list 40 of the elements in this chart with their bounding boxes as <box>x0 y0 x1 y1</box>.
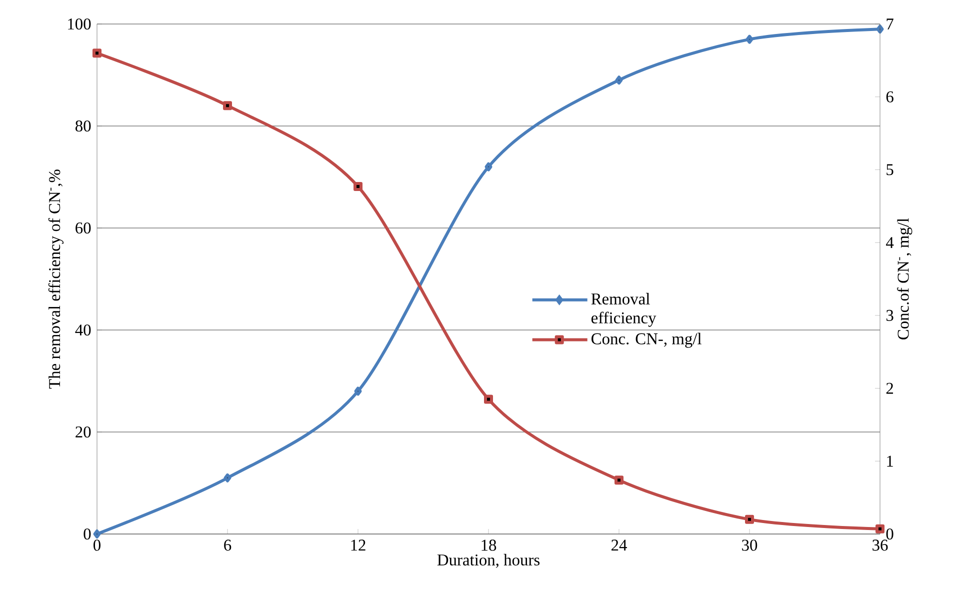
y-tick-label: 0 <box>84 528 91 540</box>
point <box>223 101 232 110</box>
y-axis-title: The removal efficiency of CN$^{-}$,% <box>48 170 64 389</box>
x-tick-label: 24 <box>612 540 627 551</box>
x-tick-label: 30 <box>742 540 758 551</box>
point <box>876 524 885 534</box>
point <box>93 530 101 538</box>
legend-label: Conc. CN-, mg/l <box>592 332 702 348</box>
point <box>746 34 754 44</box>
y2-tick-label: 3 <box>886 310 894 321</box>
point <box>484 394 494 404</box>
y-tick-label: 20 <box>76 426 91 438</box>
y2-tick-label: 1 <box>887 456 893 467</box>
y-tick-label: 80 <box>76 120 91 132</box>
x-tick-label: 12 <box>351 540 366 551</box>
y2-tick-label: 2 <box>886 382 893 394</box>
x-tick-label: 0 <box>94 540 100 551</box>
y-tick-label: 60 <box>76 222 91 234</box>
point <box>745 514 754 524</box>
y2-tick-label: 6 <box>886 91 894 102</box>
point <box>92 48 102 58</box>
y2-tick-label: 5 <box>886 164 894 176</box>
point <box>876 24 884 34</box>
x-tick-label: 18 <box>482 540 496 551</box>
point <box>224 473 232 482</box>
y2-tick-label: 7 <box>886 18 894 30</box>
y2-tick-label: 4 <box>886 237 894 248</box>
y-tick-label: 40 <box>75 324 91 336</box>
point <box>354 386 362 396</box>
point <box>484 162 492 172</box>
point <box>614 476 624 485</box>
y-tick-label: 100 <box>68 18 91 30</box>
x-tick-label: 6 <box>224 540 232 551</box>
y2-axis-title: Conc.of CN$^{-}$, mg/l <box>897 218 912 340</box>
point <box>615 76 623 85</box>
legend-label: Removal efficiency <box>591 292 656 327</box>
x-axis-title: Duration, hours <box>437 554 540 568</box>
point <box>354 182 363 191</box>
y2-tick-label: 0 <box>886 528 894 540</box>
x-tick-label: 36 <box>872 540 888 551</box>
